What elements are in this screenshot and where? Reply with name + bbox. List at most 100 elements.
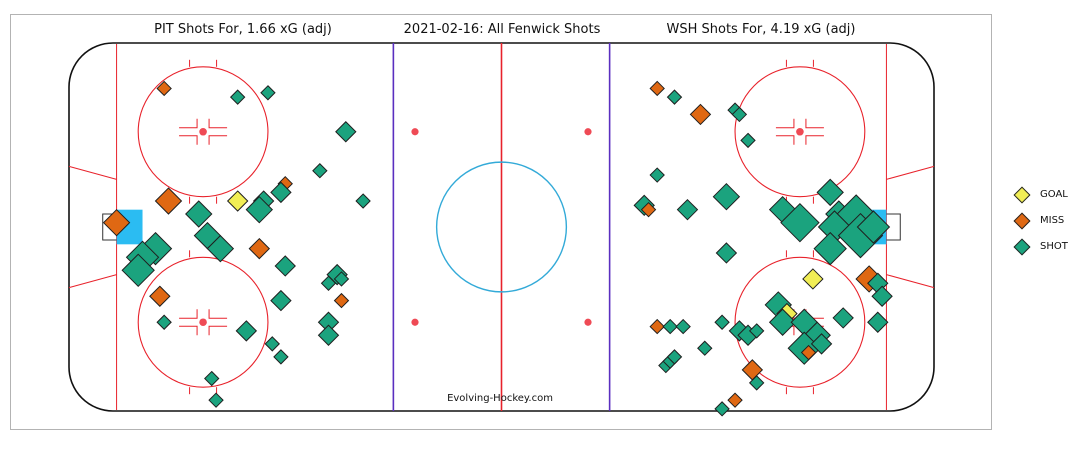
pit-miss-marker [149,285,171,307]
pit-miss-marker [333,292,350,309]
faceoff-dot [199,318,207,327]
faceoff-hash [179,325,198,336]
wsh-shot-marker [813,231,847,266]
faceoff-hash [805,135,824,145]
faceoff-hash [775,118,795,129]
wsh-miss-marker [649,80,665,97]
pit-shot-marker [260,85,276,101]
pit-shot-marker [274,255,296,277]
right-trapezoid-line [886,165,935,180]
pit-shot-marker [156,314,172,330]
wsh-shot-marker [666,349,683,365]
left-trapezoid-line [68,274,117,289]
wsh-shot-marker [649,167,665,183]
wsh-shot-marker [871,285,893,307]
left-goal-net [102,213,117,241]
legend-label-shot: SHOT [1040,241,1068,252]
pit-miss-marker [154,187,183,215]
wsh-miss-marker [800,344,817,361]
pit-shot-marker [317,324,340,346]
faceoff-circle [137,66,269,198]
pit-shot-marker [208,392,224,408]
pit-miss-marker [156,80,172,97]
wsh-shot-marker [633,194,655,217]
wsh-shot-marker [748,375,765,391]
pit-shot-marker [333,271,350,287]
pit-shot-marker [204,370,220,387]
legend-label-goal: GOAL [1040,189,1068,200]
wsh-miss-marker [649,318,665,335]
wsh-shot-marker [768,308,797,336]
wsh-miss-marker [640,201,657,218]
neutral-faceoff-dot [584,318,592,326]
wsh-shot-marker [714,314,730,330]
pit-miss-marker [248,237,271,260]
faceoff-circle [734,66,866,198]
faceoff-hash [208,118,228,129]
right-title: WSH Shots For, 4.19 xG (adj) [666,22,856,37]
faceoff-circle [137,256,269,388]
neutral-faceoff-dot [411,128,419,136]
wsh-shot-marker [816,178,844,207]
faceoff-hash [208,325,228,336]
faceoff-dot [796,127,804,136]
shot-markers [102,80,893,417]
faceoff-hash [208,309,228,319]
faceoff-hash [179,118,198,129]
right-trapezoid-line [886,274,935,289]
left-title: PIT Shots For, 1.66 xG (adj) [154,22,332,37]
neutral-faceoff-dot [584,128,592,136]
pit-shot-marker [273,349,289,365]
pit-shot-marker [185,200,213,228]
wsh-shot-marker [675,318,691,335]
right-goal-net [886,213,901,241]
pit-shot-marker [270,289,292,312]
wsh-shot-marker [832,307,854,329]
left-trapezoid-line [68,165,117,180]
wsh-shot-marker [867,311,889,333]
pit-shot-marker [320,275,337,291]
pit-shot-marker [206,234,235,263]
pit-shot-marker [312,163,328,179]
wsh-shot-marker [662,318,678,335]
center-circle [435,161,568,293]
pit-shot-marker [264,336,280,352]
wsh-goal-marker [802,268,824,290]
pit-shot-marker [355,193,371,209]
center-title: 2021-02-16: All Fenwick Shots [403,22,601,37]
pit-shot-marker [270,181,292,204]
pit-shot-marker [326,263,348,286]
pit-goal-marker [226,190,249,212]
credit-label: Evolving-Hockey.com [447,393,553,404]
faceoff-hash [208,135,228,145]
wsh-shot-marker [676,198,699,221]
wsh-shot-marker [748,323,765,339]
pit-shot-marker [121,253,155,288]
faceoff-hash [805,118,824,129]
pit-shot-marker [229,89,246,105]
chart-frame [10,14,992,430]
pit-shot-marker [245,195,274,224]
faceoff-dot [199,127,207,136]
wsh-shot-marker [712,182,741,211]
faceoff-hash [775,135,795,145]
wsh-shot-marker [740,132,756,149]
wsh-shot-marker [666,89,683,105]
pit-shot-marker [335,121,357,143]
wsh-shot-marker [714,401,730,417]
wsh-shot-marker [780,202,820,243]
faceoff-hash [179,135,198,145]
faceoff-hash [179,309,198,319]
wsh-shot-marker [810,333,833,355]
wsh-shot-marker [715,242,738,264]
pit-shot-marker [235,320,258,342]
wsh-shot-marker [856,210,891,244]
pit-miss-marker [102,208,131,237]
legend-label-miss: MISS [1040,215,1065,226]
wsh-miss-marker [727,392,743,408]
faceoff-circle [734,256,866,388]
neutral-faceoff-dot [411,318,419,326]
wsh-miss-marker [689,103,712,126]
wsh-shot-marker [731,106,748,123]
